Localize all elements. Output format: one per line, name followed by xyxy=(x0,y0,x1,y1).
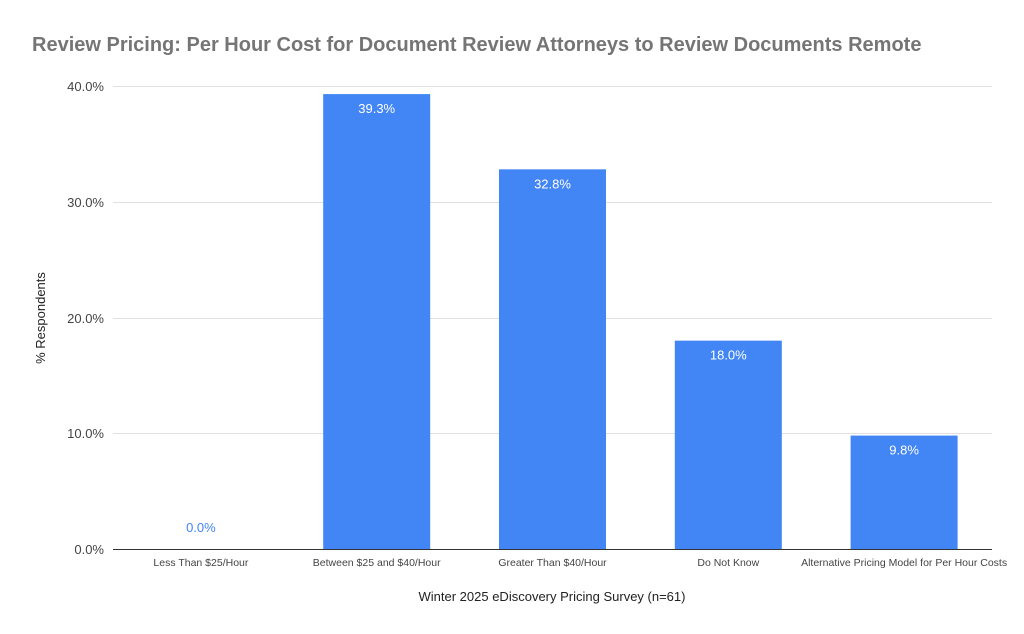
y-tick-label: 30.0% xyxy=(67,195,104,210)
x-tick-label: Alternative Pricing Model for Per Hour C… xyxy=(801,557,1007,569)
bar xyxy=(850,435,958,549)
y-tick-label: 0.0% xyxy=(74,542,104,557)
y-axis-ticks: 0.0% 10.0% 20.0% 30.0% 40.0% xyxy=(67,79,104,557)
bar xyxy=(499,169,606,549)
data-label: 9.8% xyxy=(889,443,919,458)
chart-title: Review Pricing: Per Hour Cost for Docume… xyxy=(32,34,921,56)
bar xyxy=(323,94,431,549)
data-label: 32.8% xyxy=(534,176,571,191)
x-tick-label: Do Not Know xyxy=(697,557,759,569)
data-label: 0.0% xyxy=(186,520,216,535)
x-axis-ticks: Less Than $25/Hour Between $25 and $40/Ho… xyxy=(153,557,1007,569)
data-labels: 0.0% 39.3% 32.8% 18.0% 9.8% xyxy=(186,101,919,535)
bar xyxy=(674,340,782,549)
data-label: 18.0% xyxy=(710,348,747,363)
y-tick-label: 40.0% xyxy=(67,79,104,94)
bars xyxy=(323,94,958,549)
x-tick-label: Less Than $25/Hour xyxy=(153,557,248,569)
x-tick-label: Between $25 and $40/Hour xyxy=(313,557,441,569)
y-tick-label: 10.0% xyxy=(67,426,104,441)
data-label: 39.3% xyxy=(358,101,395,116)
y-axis-title: % Respondents xyxy=(33,272,48,364)
x-axis-title: Winter 2025 eDiscovery Pricing Survey (n… xyxy=(419,589,686,604)
x-tick-label: Greater Than $40/Hour xyxy=(498,557,607,569)
y-tick-label: 20.0% xyxy=(67,311,104,326)
